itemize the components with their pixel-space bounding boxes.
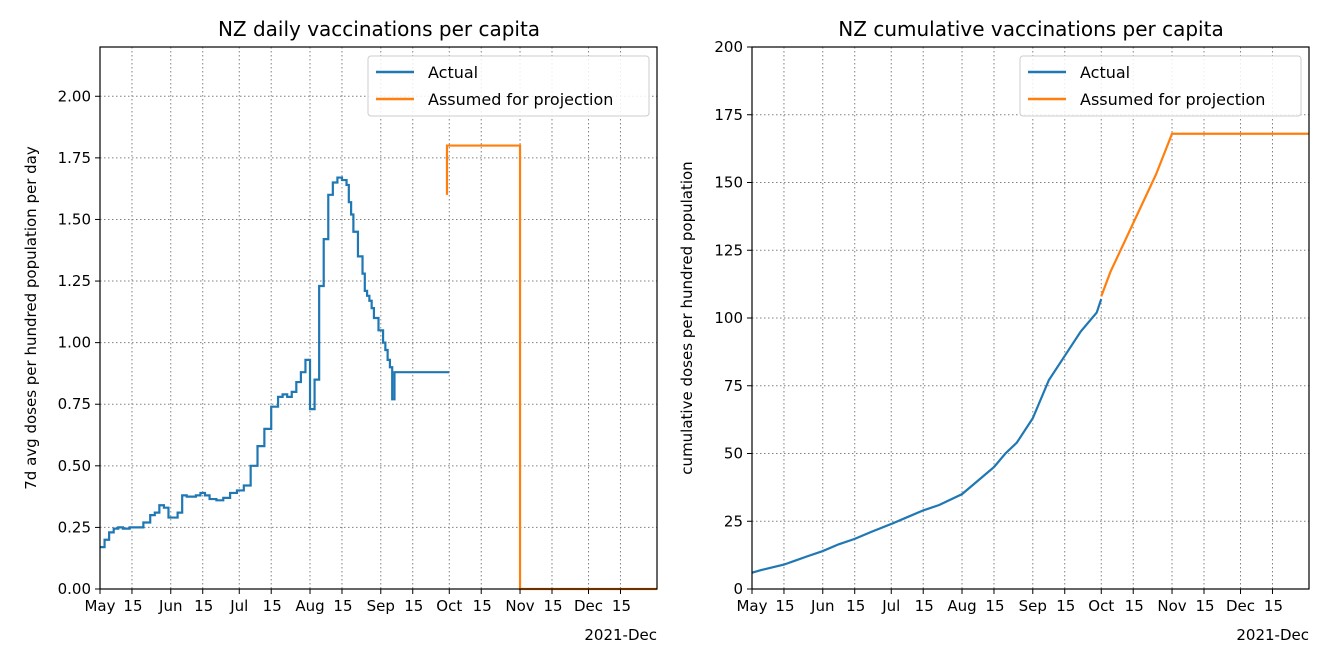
x-tick-label: 15	[915, 597, 934, 615]
y-tick-label: 150	[714, 174, 743, 192]
plot-frame	[751, 46, 1310, 590]
x-tick-label: 15	[1056, 597, 1075, 615]
x-tick-label: Dec	[574, 597, 603, 615]
y-axis-label: 7d avg doses per hundred population per …	[22, 146, 40, 490]
tick-labels: 0.00 0.25 0.50 0.75 1.00 1.25 1.50 1.75 2.00 May 1…	[58, 87, 631, 615]
y-tick-label: 25	[724, 512, 743, 530]
legend-label-projection: Assumed for projection	[1080, 90, 1265, 109]
x-tick-label: Jul	[881, 597, 900, 615]
y-axis-label: cumulative doses per hundred population	[678, 161, 696, 474]
x-tick-label: 15	[404, 597, 423, 615]
x-offset-label: 2021-Dec	[584, 626, 657, 644]
x-tick-label: Nov	[1157, 597, 1186, 615]
x-tick-label: Aug	[295, 597, 324, 615]
legend-box	[367, 55, 650, 117]
y-tick-label: 75	[724, 377, 743, 395]
x-tick-label: 15	[473, 597, 492, 615]
x-tick-label: Oct	[436, 597, 462, 615]
y-tick-label: 1.50	[58, 210, 91, 228]
x-offset-label: 2021-Dec	[1236, 626, 1309, 644]
x-tick-label: Aug	[947, 597, 976, 615]
legend: Actual Assumed for projection	[1019, 55, 1302, 117]
legend-label-actual: Actual	[1080, 63, 1130, 82]
y-tick-label: 0.75	[58, 395, 91, 413]
x-tick-label: 15	[1195, 597, 1214, 615]
plot-frame	[99, 46, 658, 590]
legend-box	[1019, 55, 1302, 117]
x-tick-label: Sep	[1019, 597, 1047, 615]
y-tick-label: 0.25	[58, 518, 91, 536]
x-tick-label: Jun	[810, 597, 834, 615]
x-tick-label: Jul	[229, 597, 248, 615]
x-tick-label: 15	[985, 597, 1004, 615]
x-tick-label: May	[736, 597, 767, 615]
series-lines	[751, 132, 1309, 574]
y-tick-label: 1.75	[58, 149, 91, 167]
x-tick-label: Nov	[505, 597, 534, 615]
y-tick-label: 175	[714, 106, 743, 124]
x-tick-label: 15	[123, 597, 142, 615]
x-tick-label: 15	[846, 597, 865, 615]
cumulative-vaccinations-chart: NZ cumulative vaccinations per capita cu…	[678, 17, 1310, 644]
x-tick-label: 15	[263, 597, 282, 615]
series-line-projection	[1100, 132, 1309, 297]
series-line-actual	[100, 176, 450, 549]
x-tick-label: 15	[543, 597, 562, 615]
series-line-actual	[751, 298, 1103, 574]
legend-label-projection: Assumed for projection	[428, 90, 613, 109]
y-tick-label: 1.00	[58, 334, 91, 352]
x-tick-label: 15	[333, 597, 352, 615]
x-tick-label: 15	[1264, 597, 1283, 615]
y-tick-label: 100	[714, 309, 743, 327]
chart-title: NZ daily vaccinations per capita	[218, 17, 540, 41]
legend: Actual Assumed for projection	[367, 55, 650, 117]
y-tick-label: 2.00	[58, 87, 91, 105]
x-tick-label: Jun	[158, 597, 182, 615]
x-tick-label: Dec	[1226, 597, 1255, 615]
legend-label-actual: Actual	[428, 63, 478, 82]
y-tick-label: 0	[733, 580, 743, 598]
y-tick-label: 125	[714, 241, 743, 259]
daily-vaccinations-chart: NZ daily vaccinations per capita 7d avg …	[22, 17, 658, 644]
y-tick-label: 50	[724, 445, 743, 463]
y-tick-label: 200	[714, 38, 743, 56]
chart-title: NZ cumulative vaccinations per capita	[838, 17, 1223, 41]
x-tick-label: 15	[1125, 597, 1144, 615]
x-tick-label: Oct	[1088, 597, 1114, 615]
y-tick-label: 1.25	[58, 272, 91, 290]
tick-labels: 0 25 50 75 100 125 150 175 200 May 15 Jun 15 Jul 15 Aug…	[714, 38, 1283, 615]
x-tick-label: May	[84, 597, 115, 615]
x-tick-label: 15	[612, 597, 631, 615]
x-tick-label: 15	[775, 597, 794, 615]
y-tick-label: 0.00	[58, 580, 91, 598]
y-tick-label: 0.50	[58, 457, 91, 475]
x-tick-label: 15	[194, 597, 213, 615]
x-tick-label: Sep	[367, 597, 395, 615]
